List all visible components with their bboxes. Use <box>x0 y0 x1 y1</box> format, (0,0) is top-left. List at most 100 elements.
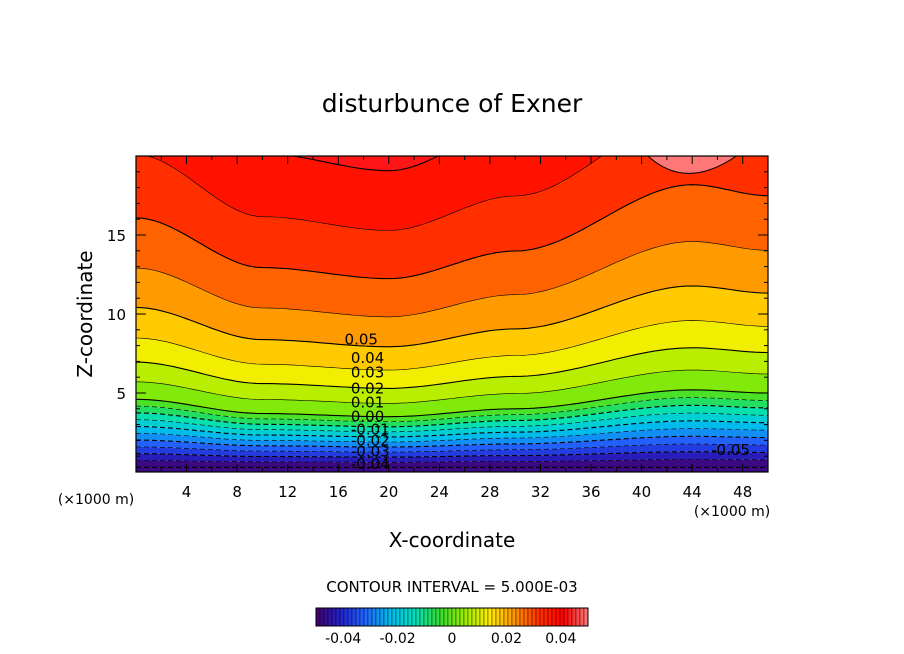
plot-area <box>136 0 768 472</box>
contour-line <box>136 285 768 348</box>
contour-band <box>136 370 768 417</box>
colorbar-cell <box>531 607 537 627</box>
colorbar-cell <box>423 607 429 627</box>
colorbar-tick-label: 0 <box>448 631 457 647</box>
colorbar-cell <box>375 607 381 627</box>
contour-band <box>136 405 768 432</box>
colorbar-cell <box>495 607 501 627</box>
colorbar-cell <box>363 607 369 627</box>
contour-line <box>136 404 768 428</box>
colorbar-cell <box>543 607 549 627</box>
colorbar-cell <box>403 607 409 627</box>
contour-line <box>136 320 768 371</box>
colorbar-cell <box>391 607 397 627</box>
top-cap-region <box>647 156 738 174</box>
contour-band <box>136 444 768 458</box>
y-tick-label: 10 <box>107 306 126 324</box>
contour-label: 0.02 <box>351 379 384 397</box>
y-axis: 5 10 15 <box>107 171 768 457</box>
x-tick-label: 32 <box>531 483 550 501</box>
colorbar-cell <box>471 607 477 627</box>
colorbar-cell <box>359 607 365 627</box>
contour-line <box>145 156 603 231</box>
colorbar-cell <box>399 607 405 627</box>
contour-band <box>136 451 768 463</box>
colorbar-cell <box>435 607 441 627</box>
colorbar-cell <box>459 607 465 627</box>
colorbar-tick-label: -0.02 <box>379 631 415 647</box>
x-tick-label: 48 <box>733 483 752 501</box>
contour-lines <box>136 0 768 468</box>
contour-line <box>136 389 768 418</box>
contour-bands <box>136 0 768 472</box>
colorbar-cell <box>419 607 425 627</box>
contour-band <box>293 156 439 171</box>
colorbar-cell <box>315 607 321 627</box>
colorbar-cell <box>411 607 417 627</box>
contour-band <box>136 0 768 10</box>
chart-title: disturbunce of Exner <box>322 89 583 118</box>
colorbar-cell <box>451 607 457 627</box>
contour-label: 0.00 <box>351 408 384 426</box>
colorbar-cell <box>407 607 413 627</box>
contour-label: -0.04 <box>351 455 390 473</box>
colorbar-cell <box>367 607 373 627</box>
contour-line <box>136 347 768 389</box>
colorbar-cell <box>571 607 577 627</box>
contour-line <box>136 369 768 404</box>
contour-line <box>136 397 768 423</box>
contour-labels: 0.050.040.030.020.010.00-0.01-0.02-0.03-… <box>345 330 750 473</box>
colorbar-cell <box>467 607 473 627</box>
x-tick-label: 8 <box>232 483 242 501</box>
colorbar-cell <box>579 607 585 627</box>
colorbar-cell <box>455 607 461 627</box>
colorbar-cell <box>523 607 529 627</box>
contour-band <box>136 459 768 472</box>
colorbar-cell <box>535 607 541 627</box>
x-unit-right: (×1000 m) <box>694 504 770 520</box>
contour-label: -0.02 <box>351 431 390 449</box>
contour-line <box>136 0 768 10</box>
colorbar-cell <box>507 607 513 627</box>
top-cap-contour <box>647 156 738 174</box>
colorbar-cell <box>519 607 525 627</box>
contour-line <box>136 443 768 453</box>
colorbar-cell <box>583 607 589 627</box>
colorbar-cell <box>511 607 517 627</box>
contour-line <box>136 241 768 318</box>
y-tick-label: 5 <box>116 385 126 403</box>
colorbar-cell <box>439 607 445 627</box>
x-tick-label: 28 <box>480 483 499 501</box>
colorbar-cell <box>331 607 337 627</box>
contour-label: 0.03 <box>351 363 384 381</box>
contour-label: -0.01 <box>351 420 390 438</box>
colorbar-cell <box>499 607 505 627</box>
colorbar-cell <box>463 607 469 627</box>
colorbar-cell <box>395 607 401 627</box>
contour-line <box>136 0 768 98</box>
contour-line <box>136 420 768 438</box>
contour-band <box>136 0 768 98</box>
contour-label: 0.05 <box>345 330 378 348</box>
colorbar-cell <box>415 607 421 627</box>
colorbar-tick-label: -0.04 <box>325 631 361 647</box>
colorbar-cell <box>347 607 353 627</box>
contour-line <box>136 435 768 448</box>
contour-band <box>136 347 768 404</box>
x-tick-label: 24 <box>430 483 449 501</box>
x-axis: 4 8 12 16 20 24 28 32 36 40 44 48 <box>160 156 752 501</box>
colorbar-cell <box>563 607 569 627</box>
contour-label: -0.03 <box>351 442 390 460</box>
colorbar-cell <box>383 607 389 627</box>
colorbar-cell <box>443 607 449 627</box>
x-tick-label: 44 <box>683 483 702 501</box>
x-tick-label: 12 <box>278 483 297 501</box>
colorbar-cell <box>355 607 361 627</box>
colorbar-cell <box>483 607 489 627</box>
contour-label: 0.01 <box>351 393 384 411</box>
x-tick-label: 36 <box>581 483 600 501</box>
x-tick-label: 4 <box>182 483 192 501</box>
colorbar-cell <box>343 607 349 627</box>
contour-band <box>136 389 768 422</box>
colorbar-cell <box>527 607 533 627</box>
